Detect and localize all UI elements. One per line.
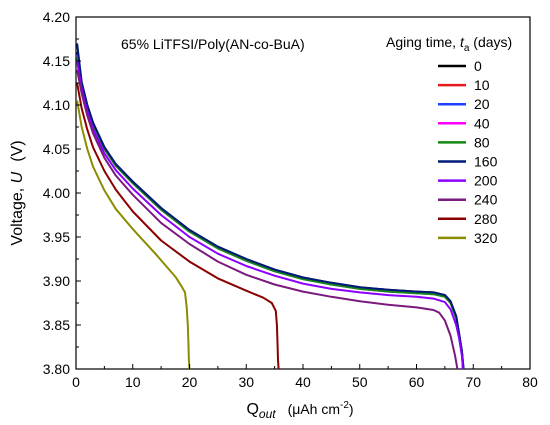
x-tick-label: 0: [72, 374, 80, 390]
y-tick-label: 4.10: [43, 97, 70, 113]
series-line-10: [76, 53, 464, 370]
x-axis-label-unit-sup: -2: [340, 400, 349, 411]
x-axis-label-unit: (μAh cm: [288, 401, 340, 417]
x-tick-label: 20: [182, 374, 198, 390]
legend-title: Aging time, ta (days): [386, 34, 512, 54]
series-line-0: [76, 52, 464, 370]
y-tick-label: 3.80: [43, 361, 70, 377]
y-tick-label: 4.15: [43, 53, 70, 69]
legend-label-40: 40: [474, 115, 490, 131]
legend-label-10: 10: [474, 77, 490, 93]
series-line-20: [76, 53, 465, 370]
legend-label-280: 280: [474, 211, 498, 227]
chart-annotation: 65% LiTFSI/Poly(AN-co-BuA): [121, 36, 305, 52]
y-ticks: 3.80 3.85 3.90 3.95 4.00 4.05 4.10 4.15 4.20: [43, 9, 81, 377]
legend-title-unit: (days): [469, 34, 512, 50]
legend-label-160: 160: [474, 154, 498, 170]
legend-label-20: 20: [474, 96, 490, 112]
y-tick-label: 4.20: [43, 9, 70, 25]
y-axis-label-main: Voltage,: [9, 183, 26, 245]
x-tick-label: 10: [125, 374, 141, 390]
x-axis-label-sub: out: [259, 407, 276, 421]
x-axis-label-main: Q: [246, 401, 258, 418]
series-line-160: [76, 43, 465, 370]
y-tick-label: 3.95: [43, 229, 70, 245]
x-tick-label: 50: [352, 374, 368, 390]
series-line-240: [76, 69, 459, 370]
legend-items: 0 10 20 40 80 160 200 240 280 320: [438, 58, 498, 246]
x-tick-label: 60: [409, 374, 425, 390]
x-axis-label-unit-end: ): [349, 401, 354, 417]
series-line-320: [76, 100, 191, 370]
x-tick-label: 30: [238, 374, 254, 390]
legend-label-80: 80: [474, 134, 490, 150]
legend-label-320: 320: [474, 230, 498, 246]
y-tick-label: 4.00: [43, 185, 70, 201]
series-line-280: [76, 82, 280, 370]
legend-label-240: 240: [474, 192, 498, 208]
x-tick-label: 80: [522, 374, 538, 390]
y-axis-label-unit: (V): [9, 140, 26, 161]
x-axis-label: Qout (μAh cm-2): [246, 400, 353, 421]
legend-label-0: 0: [474, 58, 482, 74]
series-line-200: [76, 60, 464, 370]
y-axis-label: Voltage, U (V): [9, 140, 26, 245]
y-tick-label: 3.90: [43, 273, 70, 289]
y-tick-label: 3.85: [43, 317, 70, 333]
legend-label-200: 200: [474, 173, 498, 189]
series-layer: [76, 43, 465, 370]
x-tick-label: 70: [465, 374, 481, 390]
legend-title-symbol: t: [460, 34, 465, 50]
y-tick-label: 4.05: [43, 141, 70, 157]
legend: Aging time, ta (days) 0 10 20 40 80 160 200 240…: [386, 34, 512, 246]
x-tick-label: 40: [295, 374, 311, 390]
legend-title-main: Aging time,: [386, 34, 460, 50]
x-ticks: 0 10 20 30 40 50 60 70 80: [72, 364, 538, 390]
y-axis-label-symbol: U: [9, 171, 26, 183]
legend-title-sub: a: [464, 43, 470, 54]
